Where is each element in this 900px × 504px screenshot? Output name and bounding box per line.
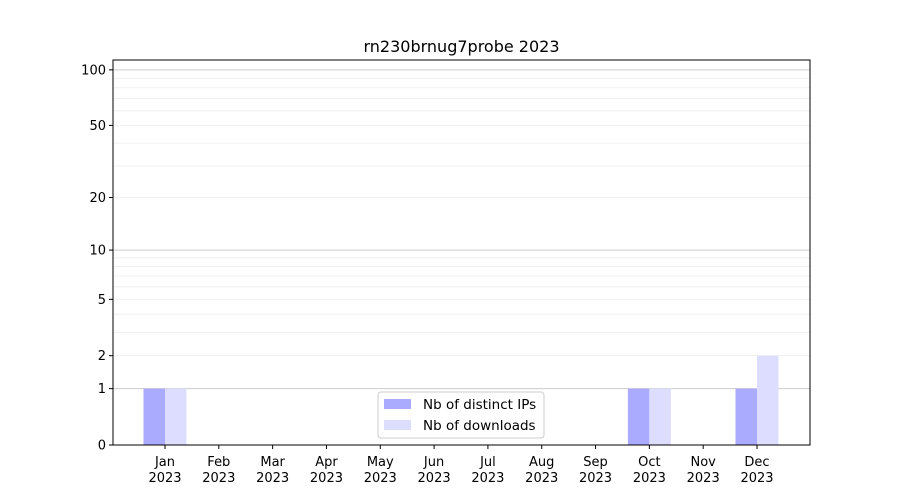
grid: [113, 69, 810, 390]
x-tick-label: Apr 2023: [310, 455, 343, 486]
legend-swatch-downloads: [384, 420, 411, 430]
x-tick-label: Oct 2023: [633, 455, 666, 486]
bar-downloads: [649, 388, 671, 445]
x-tick-label: Aug 2023: [525, 455, 558, 486]
x-tick-label: Nov 2023: [687, 455, 720, 486]
x-tick-label: Feb 2023: [202, 455, 235, 486]
legend-box: [377, 391, 545, 439]
y-tick-label: 2: [98, 349, 106, 364]
legend: Nb of distinct IPs Nb of downloads: [377, 391, 545, 439]
legend-swatch-ips: [384, 399, 411, 409]
y-tick-label: 5: [98, 293, 106, 308]
x-tick-label: Jul 2023: [471, 455, 504, 486]
x-tick-label: Dec 2023: [740, 455, 773, 486]
x-axis: Jan 2023 Feb 2023 Mar 2023 Apr 2023 May 2023 Jun 20…: [148, 445, 774, 486]
y-tick-label: 1: [98, 382, 106, 397]
bar-downloads: [165, 388, 187, 445]
x-tick-label: Jan 2023: [148, 455, 181, 486]
y-axis: 0 1 2 5 10 20 50 100: [81, 63, 113, 454]
bar-distinct-ips: [143, 388, 165, 445]
x-tick-label: Mar 2023: [256, 455, 289, 486]
y-tick-label: 0: [98, 439, 106, 454]
bars: [143, 355, 779, 445]
y-tick-label: 50: [89, 119, 106, 134]
bar-distinct-ips: [735, 388, 757, 445]
bar-distinct-ips: [627, 388, 650, 445]
chart-title: rn230brnug7probe 2023: [363, 37, 559, 56]
x-tick-label: Jun 2023: [418, 455, 451, 486]
legend-label-ips: Nb of distinct IPs: [423, 397, 536, 413]
y-tick-label: 100: [81, 63, 106, 78]
x-tick-label: May 2023: [364, 455, 397, 486]
y-tick-label: 10: [89, 244, 106, 259]
x-tick-label: Sep 2023: [579, 455, 612, 486]
legend-label-downloads: Nb of downloads: [423, 418, 536, 434]
bar-downloads: [757, 355, 779, 445]
y-tick-label: 20: [89, 191, 106, 206]
plot-frame: [112, 59, 811, 446]
